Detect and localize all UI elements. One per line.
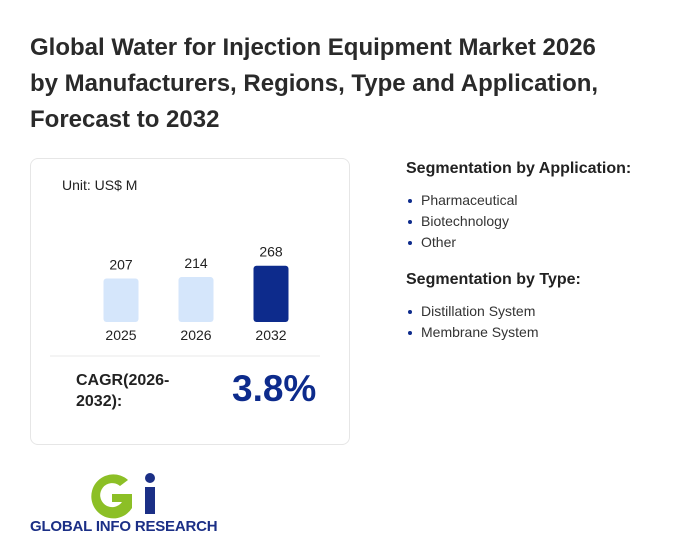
value-label: 207 — [109, 257, 133, 273]
segment-list: Distillation System Membrane System — [406, 301, 696, 343]
segment-list: Pharmaceutical Biotechnology Other — [406, 190, 696, 253]
bar — [178, 277, 214, 322]
cagr-value: 3.8% — [232, 368, 317, 409]
segment-heading: Segmentation by Application: — [406, 160, 632, 177]
chart-card — [30, 158, 350, 445]
unit-label: Unit: US$ M — [62, 177, 137, 193]
logo-mark — [91, 473, 155, 519]
x-label: 2032 — [255, 327, 286, 343]
title: Global Water for Injection Equipment Mar… — [30, 30, 598, 138]
segment-item: Pharmaceutical — [406, 190, 696, 211]
segment-heading: Segmentation by Type: — [406, 271, 581, 288]
logo-text: GLOBAL INFO RESEARCH — [30, 518, 218, 535]
title-line: Forecast to 2032 — [30, 106, 220, 133]
segment-item: Other — [406, 232, 696, 253]
segment-item: Biotechnology — [406, 211, 696, 232]
segment-item: Distillation System — [406, 301, 696, 322]
value-label: 214 — [184, 255, 208, 271]
title-line: by Manufacturers, Regions, Type and Appl… — [30, 70, 599, 97]
x-label: 2026 — [180, 327, 211, 343]
segmentation: Segmentation by Application: Pharmaceutic… — [406, 160, 696, 361]
title-line: Global Water for Injection Equipment Mar… — [30, 34, 596, 61]
segment-group: Segmentation by Type: Distillation System… — [406, 271, 696, 343]
segment-group: Segmentation by Application: Pharmaceutic… — [406, 160, 696, 253]
segment-item: Membrane System — [406, 322, 696, 343]
x-label: 2025 — [105, 327, 136, 343]
value-label: 268 — [259, 244, 283, 260]
bar — [253, 265, 289, 322]
cagr-label: CAGR(2026-2032): — [76, 372, 170, 410]
bar — [103, 278, 139, 322]
